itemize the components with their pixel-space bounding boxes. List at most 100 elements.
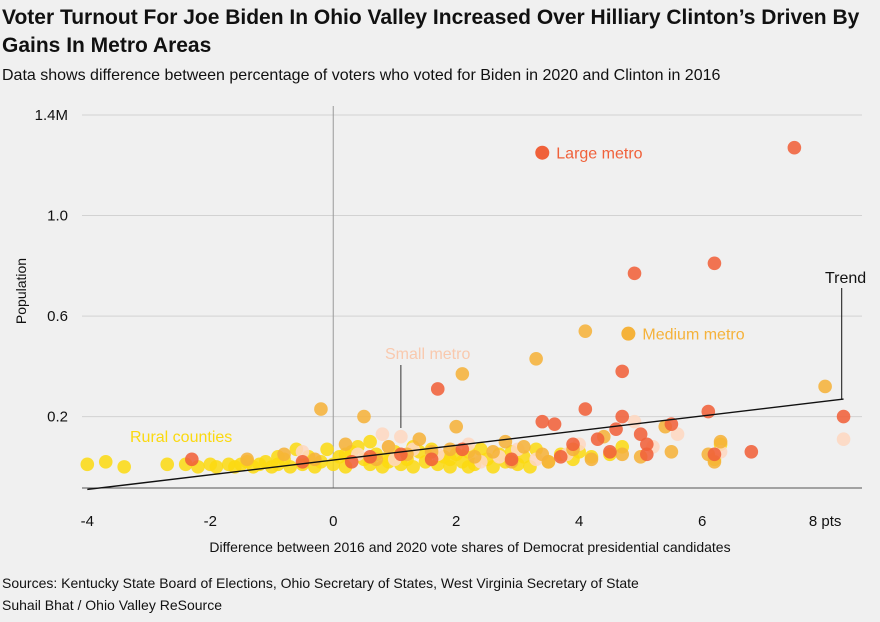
- rural-point: [98, 455, 113, 469]
- large-metro-point: [609, 422, 623, 436]
- large-metro-point: [566, 437, 580, 452]
- medium-metro-point: [449, 419, 464, 434]
- rural-point: [160, 457, 175, 472]
- large-metro-point: [185, 452, 199, 467]
- large-metro-point: [455, 442, 470, 457]
- x-tick-label: 2: [452, 513, 460, 530]
- scatter-chart: 0.2 0.6 1.0 1.4M -4 -2 0 2 4 6 8 pts Large metro …: [13, 106, 866, 555]
- medium-metro-point: [338, 437, 353, 452]
- large-metro-point: [547, 417, 562, 431]
- gridlines: [82, 114, 862, 418]
- medium-metro-point: [357, 409, 371, 424]
- small-metro-point: [394, 429, 408, 444]
- large-metro-point: [707, 447, 722, 462]
- small-metro-label: Small metro: [385, 346, 470, 363]
- x-tick-label: -4: [81, 513, 94, 530]
- large-metro-legend-dot: [535, 145, 550, 160]
- x-tick-label: 4: [575, 513, 583, 530]
- rural-counties-label: Rural counties: [130, 429, 232, 446]
- rural-point: [406, 460, 420, 474]
- medium-metro-point: [529, 352, 543, 366]
- y-axis-ticks: 0.2 0.6 1.0 1.4M: [35, 107, 68, 426]
- large-metro-point: [363, 450, 377, 464]
- data-points: [80, 140, 851, 474]
- trend-label: Trend: [825, 270, 866, 287]
- medium-metro-point: [443, 442, 457, 457]
- x-tick-label: 6: [698, 513, 706, 530]
- large-metro-point: [578, 402, 593, 416]
- large-metro-point: [535, 414, 550, 429]
- x-axis-ticks: -4 -2 0 2 4 6 8 pts: [81, 513, 842, 530]
- rural-point: [363, 434, 377, 449]
- medium-metro-point: [498, 434, 513, 449]
- large-metro-point: [615, 364, 630, 379]
- large-metro-point: [640, 447, 654, 462]
- large-metro-point: [295, 455, 310, 469]
- sources-footer: Sources: Kentucky State Board of Electio…: [2, 572, 878, 616]
- x-tick-label: 8 pts: [809, 513, 842, 530]
- medium-metro-point: [541, 455, 556, 469]
- medium-metro-point: [314, 402, 328, 416]
- medium-metro-point: [381, 439, 396, 454]
- credit-text: Suhail Bhat / Ohio Valley ReSource: [2, 597, 222, 613]
- medium-metro-point: [412, 432, 427, 447]
- annotations: Large metro Medium metro Small metro Rur…: [130, 145, 866, 446]
- x-axis-title: Difference between 2016 and 2020 vote sh…: [209, 539, 730, 555]
- large-metro-point: [707, 256, 722, 271]
- x-tick-label: -2: [204, 513, 217, 530]
- y-tick-label: 1.4M: [35, 107, 68, 124]
- medium-metro-point: [578, 324, 593, 338]
- medium-metro-point: [307, 452, 322, 467]
- y-tick-label: 0.2: [47, 409, 68, 426]
- medium-metro-point: [240, 452, 254, 467]
- medium-metro-point: [615, 447, 630, 462]
- rural-point: [443, 452, 457, 467]
- rural-point: [486, 460, 500, 474]
- large-metro-point: [664, 417, 679, 431]
- medium-metro-label: Medium metro: [642, 327, 744, 344]
- small-metro-point: [836, 432, 851, 447]
- large-metro-label: Large metro: [556, 146, 642, 163]
- trend-line: [87, 398, 844, 491]
- medium-metro-point: [517, 439, 531, 454]
- rural-point: [117, 460, 131, 474]
- medium-metro-point: [455, 367, 470, 381]
- x-tick-label: 0: [329, 513, 337, 530]
- sources-text: Sources: Kentucky State Board of Electio…: [2, 575, 639, 591]
- large-metro-point: [744, 444, 759, 459]
- large-metro-point: [627, 266, 642, 281]
- medium-metro-point: [467, 450, 482, 464]
- large-metro-point: [615, 409, 630, 424]
- medium-metro-point: [664, 444, 679, 459]
- large-metro-point: [590, 432, 605, 447]
- small-metro-point: [670, 427, 685, 441]
- large-metro-point: [836, 409, 851, 424]
- medium-metro-point: [486, 444, 500, 459]
- y-axis-title: Population: [13, 258, 29, 324]
- medium-metro-point: [277, 447, 291, 462]
- large-metro-point: [553, 450, 568, 464]
- medium-metro-legend-dot: [621, 326, 636, 341]
- small-metro-point: [295, 444, 310, 459]
- medium-metro-point: [584, 452, 599, 467]
- small-metro-point: [375, 427, 390, 441]
- rural-point: [461, 460, 476, 474]
- chart-subtitle: Data shows difference between percentage…: [2, 67, 721, 84]
- medium-metro-point: [818, 379, 832, 394]
- rural-point: [320, 442, 334, 457]
- large-metro-point: [424, 452, 439, 467]
- large-metro-point: [430, 382, 445, 396]
- large-metro-point: [603, 444, 617, 459]
- y-tick-label: 1.0: [47, 208, 68, 225]
- large-metro-point: [394, 447, 408, 462]
- y-tick-label: 0.6: [47, 308, 68, 325]
- rural-point: [283, 460, 297, 474]
- medium-metro-point: [713, 434, 728, 449]
- chart-title: Voter Turnout For Joe Biden In Ohio Vall…: [2, 6, 860, 57]
- large-metro-point: [633, 427, 648, 441]
- large-metro-point: [640, 437, 654, 452]
- large-metro-point: [504, 452, 519, 467]
- large-metro-point: [787, 140, 802, 155]
- rural-point: [80, 457, 95, 472]
- small-metro-point: [627, 414, 642, 429]
